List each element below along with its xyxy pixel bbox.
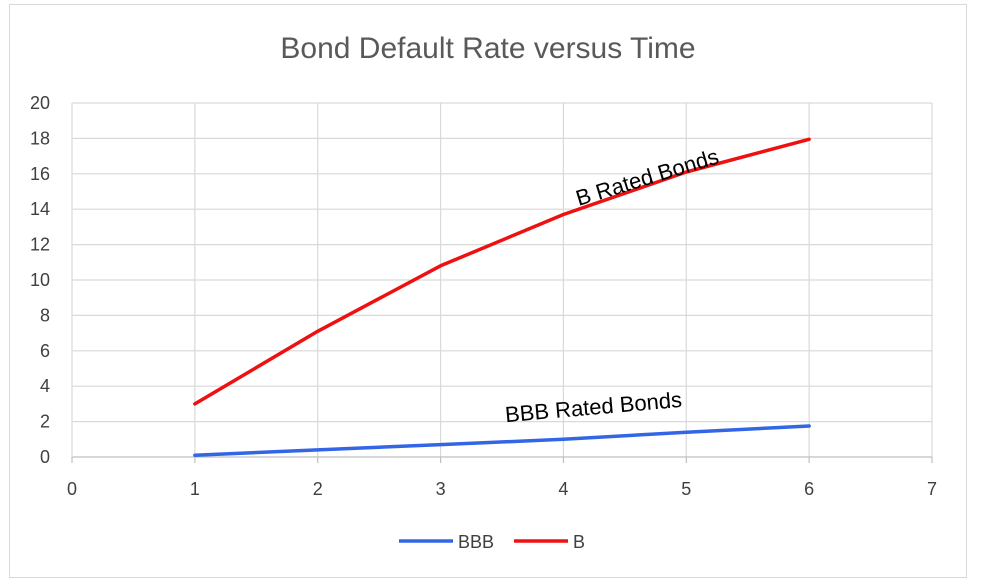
series-line-b: [193, 137, 811, 406]
y-tick-label: 10: [30, 270, 50, 290]
y-tick-label: 0: [40, 447, 50, 467]
x-tick-label: 0: [67, 479, 77, 499]
series-line-bbb: [193, 424, 811, 457]
y-tick-label: 2: [40, 412, 50, 432]
legend-label: BBB: [458, 532, 494, 552]
gridlines: [72, 102, 933, 457]
chart-title: Bond Default Rate versus Time: [280, 32, 695, 65]
y-tick-label: 6: [40, 341, 50, 361]
y-tick-label: 14: [30, 199, 50, 219]
x-tick-label: 5: [681, 479, 691, 499]
chart-frame: [9, 4, 967, 578]
x-tick-label: 3: [436, 479, 446, 499]
legend-item-bbb[interactable]: BBB: [399, 532, 494, 552]
y-tick-label: 8: [40, 305, 50, 325]
y-tick-label: 20: [30, 93, 50, 113]
series-lines: [193, 137, 811, 457]
legend[interactable]: BBB B: [399, 532, 585, 552]
legend-item-b[interactable]: B: [514, 532, 585, 552]
y-tick-label: 4: [40, 376, 50, 396]
x-tick-label: 6: [804, 479, 814, 499]
y-tick-label: 16: [30, 164, 50, 184]
x-tick-label: 1: [190, 479, 200, 499]
legend-label: B: [573, 532, 585, 552]
x-tick-label: 4: [558, 479, 568, 499]
x-tick-label: 2: [313, 479, 323, 499]
y-tick-label: 18: [30, 128, 50, 148]
annotation-label: B Rated Bonds: [573, 144, 722, 211]
y-tick-label: 12: [30, 235, 50, 255]
x-tick-label: 7: [927, 479, 937, 499]
